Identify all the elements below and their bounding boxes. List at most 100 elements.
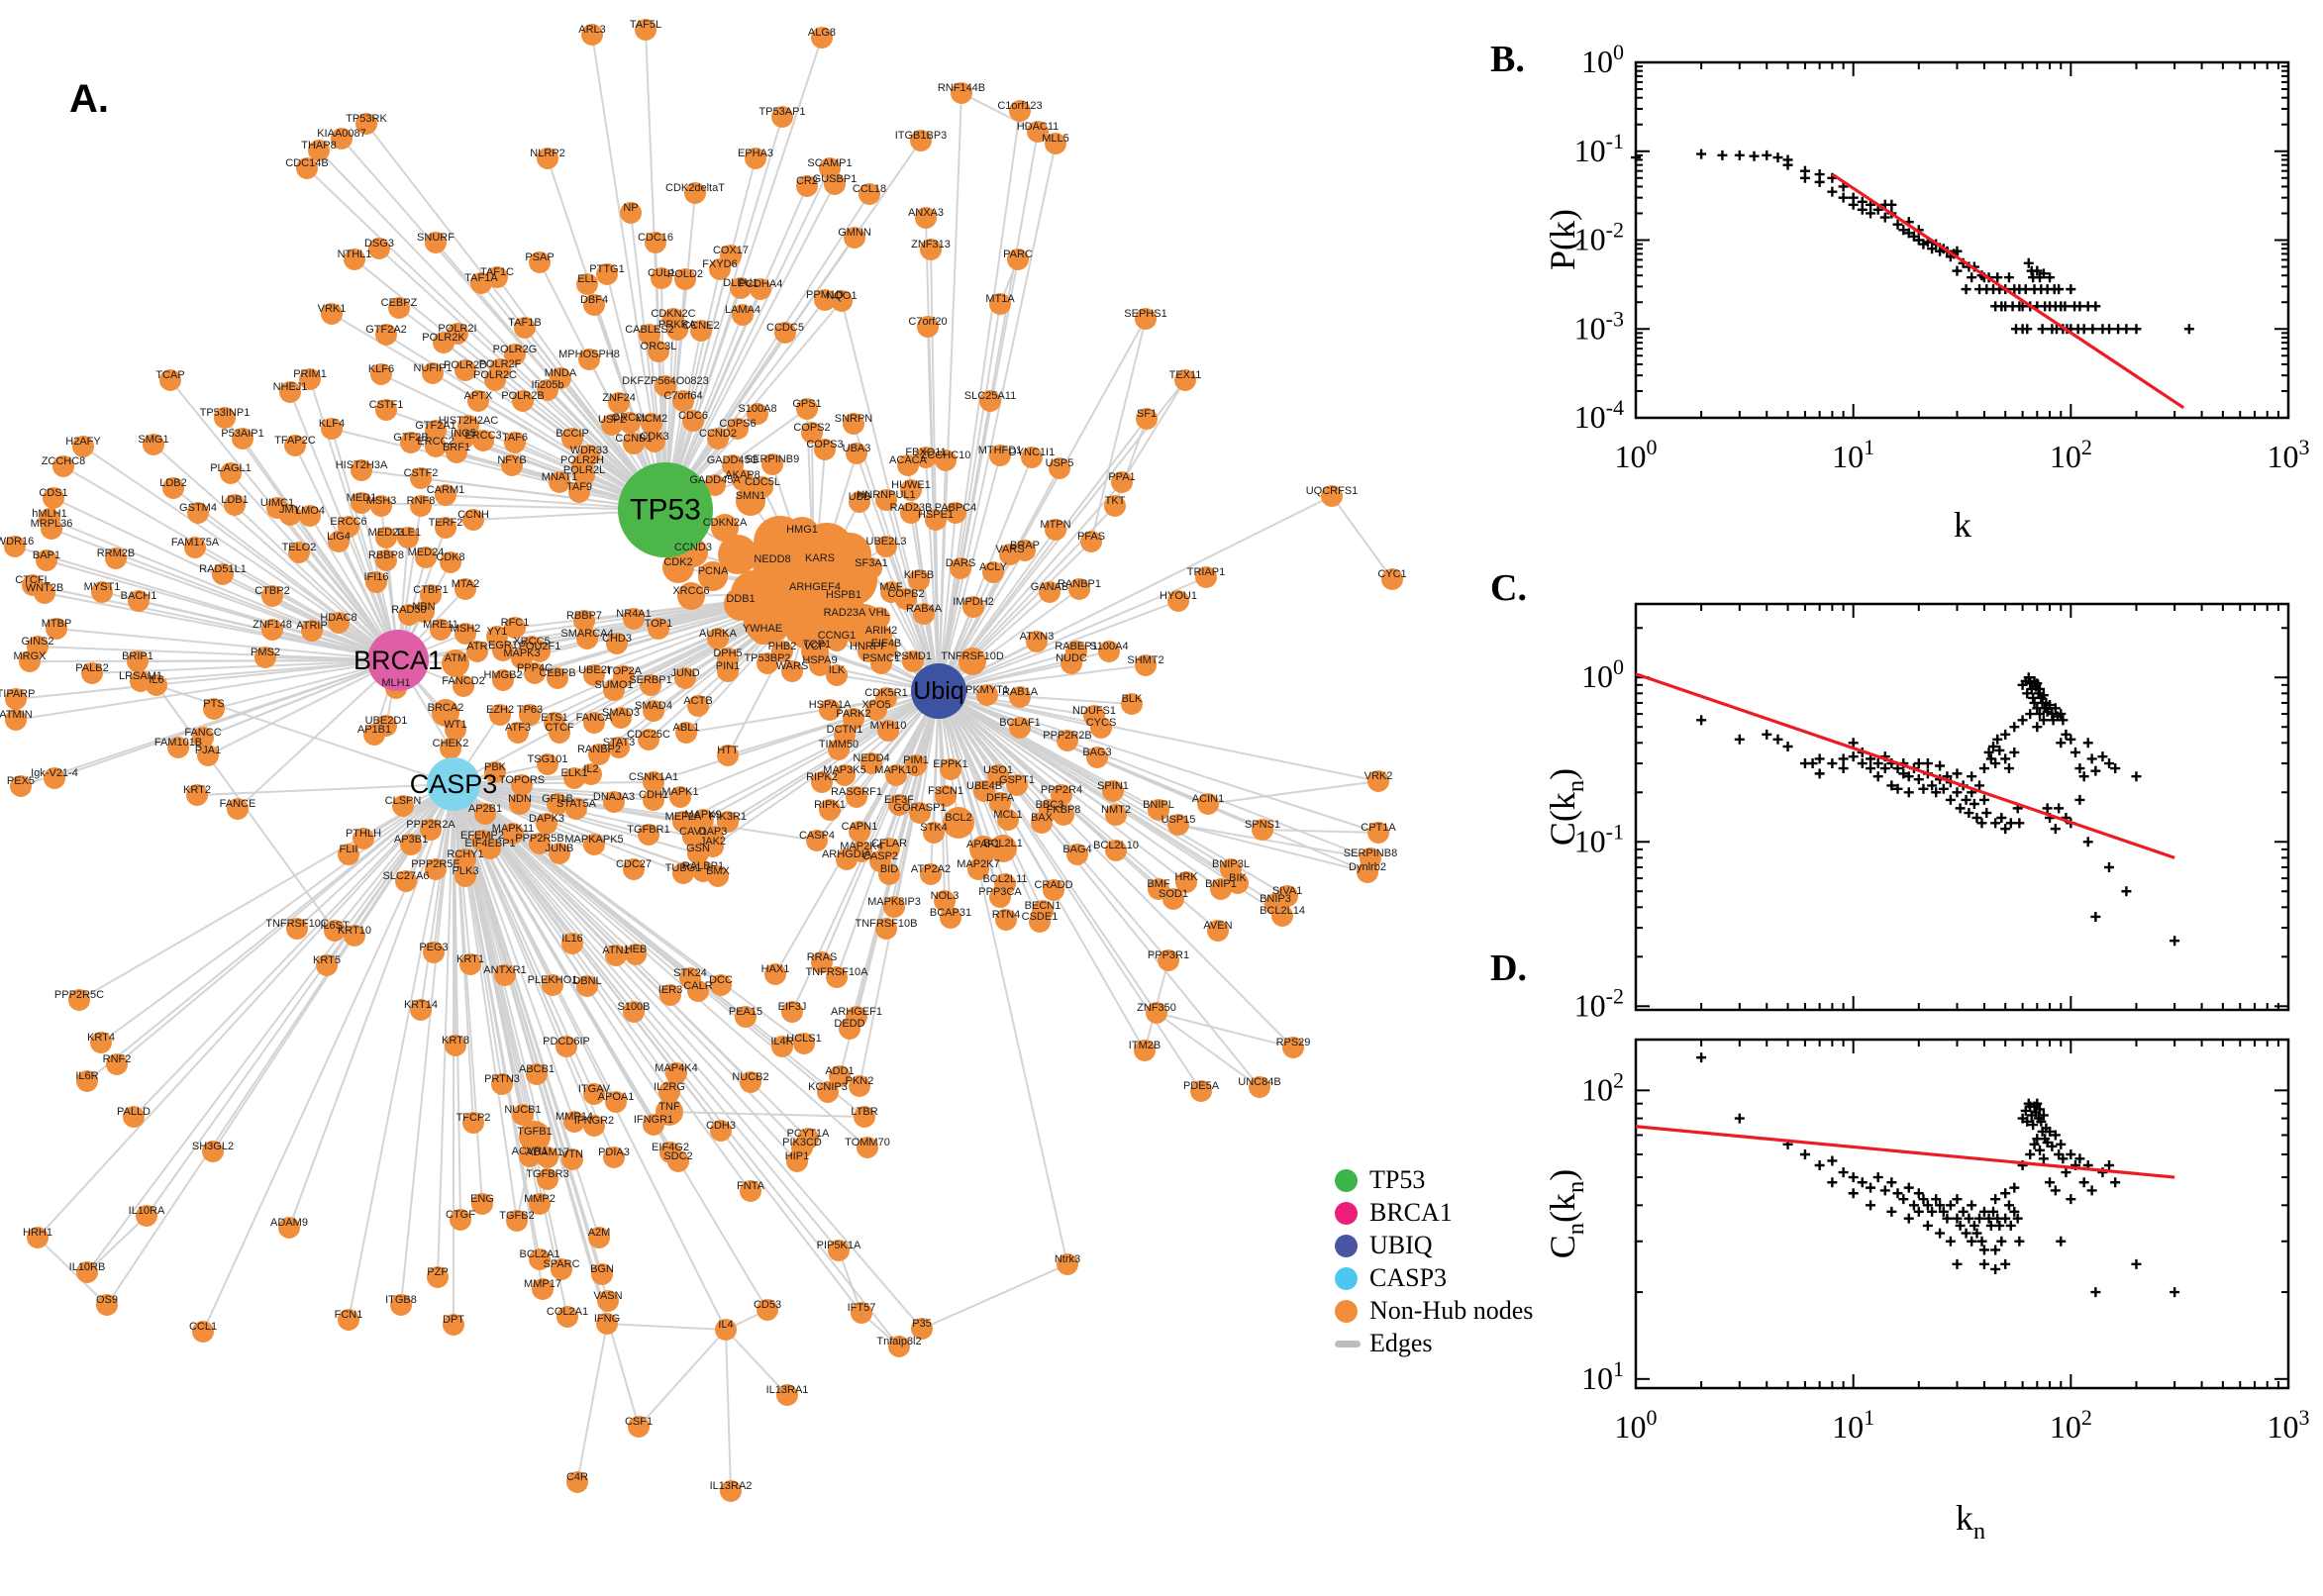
- svg-text:CEBPB: CEBPB: [539, 667, 575, 679]
- svg-text:Ubiq: Ubiq: [913, 677, 963, 705]
- svg-text:RANBP2: RANBP2: [577, 744, 621, 755]
- svg-text:CYC1: CYC1: [1377, 568, 1406, 580]
- svg-text:CTCF: CTCF: [545, 722, 574, 734]
- svg-text:SNURF: SNURF: [417, 232, 454, 244]
- svg-text:BGN: BGN: [590, 1263, 614, 1275]
- svg-text:EFEMP2: EFEMP2: [460, 830, 504, 842]
- svg-text:BLK: BLK: [1122, 693, 1143, 705]
- svg-text:DPT: DPT: [443, 1314, 464, 1326]
- svg-text:PSMD1: PSMD1: [894, 650, 932, 662]
- svg-text:CCNH: CCNH: [457, 509, 489, 521]
- svg-text:AP1B1: AP1B1: [357, 724, 391, 736]
- svg-text:ACVR1: ACVR1: [512, 1146, 549, 1157]
- svg-text:VCP: VCP: [804, 641, 827, 652]
- svg-text:ACIN1: ACIN1: [1192, 793, 1224, 805]
- svg-text:BNIP1: BNIP1: [1205, 878, 1237, 890]
- svg-text:KRT1: KRT1: [456, 953, 484, 965]
- svg-text:ZNF350: ZNF350: [1137, 1002, 1176, 1014]
- svg-text:FANCE: FANCE: [220, 798, 256, 810]
- svg-text:IL2RG: IL2RG: [654, 1081, 685, 1093]
- legend-item-brca1: BRCA1: [1335, 1198, 1533, 1227]
- svg-text:RPS29: RPS29: [1276, 1037, 1311, 1048]
- svg-text:CSDE1: CSDE1: [1022, 911, 1059, 923]
- svg-text:DARS: DARS: [946, 557, 976, 569]
- svg-text:TLE1: TLE1: [395, 527, 421, 539]
- svg-text:IL4R: IL4R: [770, 1036, 793, 1047]
- svg-text:BCCIP: BCCIP: [556, 428, 589, 440]
- svg-text:BMF: BMF: [1147, 878, 1170, 890]
- svg-text:EPHA3: EPHA3: [738, 148, 773, 159]
- svg-text:MSH2: MSH2: [451, 623, 481, 635]
- svg-text:COX17: COX17: [713, 245, 749, 256]
- svg-text:LDB1: LDB1: [221, 494, 249, 506]
- svg-text:POLR2G: POLR2G: [493, 344, 538, 355]
- svg-text:TOP2A: TOP2A: [606, 665, 643, 677]
- svg-text:ATR: ATR: [466, 641, 487, 652]
- svg-text:MYST1: MYST1: [84, 581, 121, 593]
- svg-text:TOPORS: TOPORS: [499, 774, 545, 786]
- svg-text:TAF1C: TAF1C: [480, 266, 514, 278]
- svg-text:WNT2B: WNT2B: [26, 582, 64, 594]
- svg-text:PIN1: PIN1: [716, 660, 740, 672]
- svg-text:hMLH1: hMLH1: [32, 508, 66, 520]
- svg-text:MEF2A: MEF2A: [665, 811, 702, 823]
- svg-text:GORASP1: GORASP1: [893, 802, 946, 814]
- svg-text:RALBP1: RALBP1: [682, 860, 724, 872]
- svg-text:USF2: USF2: [598, 414, 626, 426]
- svg-text:IL2: IL2: [583, 763, 598, 775]
- svg-text:DBF4: DBF4: [580, 294, 608, 306]
- svg-text:GUSBP1: GUSBP1: [813, 173, 858, 185]
- svg-text:MRPL36: MRPL36: [31, 518, 73, 530]
- svg-text:HYOU1: HYOU1: [1160, 590, 1197, 602]
- svg-text:102: 102: [1581, 1067, 1624, 1107]
- legend-item-nonhub: Non-Hub nodes: [1335, 1296, 1533, 1325]
- svg-text:KCNIP3: KCNIP3: [808, 1081, 848, 1093]
- svg-text:NQO1: NQO1: [826, 290, 857, 302]
- svg-text:RIPK1: RIPK1: [814, 799, 846, 811]
- svg-text:DCC: DCC: [709, 974, 733, 986]
- svg-text:STAT5A: STAT5A: [556, 798, 597, 810]
- svg-text:P(k): P(k): [1545, 209, 1582, 270]
- svg-text:C1orf123: C1orf123: [997, 100, 1042, 112]
- panel-d-label: D.: [1490, 948, 1527, 989]
- svg-text:HSPE1: HSPE1: [918, 509, 954, 521]
- svg-text:VRK2: VRK2: [1364, 770, 1393, 782]
- svg-text:IL6ST: IL6ST: [320, 920, 350, 932]
- svg-text:ANTXR1: ANTXR1: [483, 964, 526, 976]
- svg-text:MAP2K7: MAP2K7: [957, 858, 999, 870]
- svg-text:DEDD: DEDD: [834, 1018, 864, 1030]
- svg-text:TAF5L: TAF5L: [630, 19, 661, 31]
- svg-text:CCND3: CCND3: [674, 542, 712, 553]
- svg-text:RIPK2: RIPK2: [806, 771, 838, 783]
- svg-text:NUFIP1: NUFIP1: [413, 362, 452, 374]
- svg-text:HCLS1: HCLS1: [786, 1033, 821, 1045]
- svg-text:LAMA4: LAMA4: [725, 304, 760, 316]
- svg-text:MAP4K4: MAP4K4: [655, 1062, 697, 1074]
- svg-text:10-1: 10-1: [1574, 129, 1624, 168]
- svg-text:MRGX: MRGX: [14, 650, 48, 662]
- svg-text:TIMM50: TIMM50: [819, 739, 858, 750]
- svg-text:PALLD: PALLD: [117, 1106, 151, 1118]
- svg-text:ADAM17: ADAM17: [526, 1147, 569, 1158]
- svg-text:MTBP: MTBP: [42, 618, 72, 630]
- degree-distribution-chart: 100 101 102 103 100 10-1 10-2 10-3 10-4 k P(k): [1545, 40, 2310, 545]
- svg-text:USO1: USO1: [983, 764, 1013, 776]
- svg-text:POLR2L: POLR2L: [563, 464, 605, 476]
- svg-text:A2M: A2M: [588, 1227, 611, 1239]
- svg-text:PABPC4: PABPC4: [935, 502, 977, 514]
- svg-text:HNRNPUL1: HNRNPUL1: [857, 489, 915, 501]
- svg-text:CDC27: CDC27: [616, 858, 652, 870]
- svg-text:LDB2: LDB2: [159, 477, 187, 489]
- svg-text:KRT5: KRT5: [313, 954, 341, 966]
- svg-text:TP53INP1: TP53INP1: [200, 407, 251, 419]
- svg-text:HAX1: HAX1: [761, 963, 790, 975]
- svg-text:MMP14: MMP14: [556, 1111, 593, 1123]
- svg-text:OS9: OS9: [96, 1294, 118, 1306]
- svg-text:FKBP8: FKBP8: [1047, 804, 1081, 816]
- svg-text:HEB: HEB: [625, 944, 648, 955]
- svg-text:BCL2: BCL2: [945, 812, 972, 824]
- svg-text:FLII: FLII: [340, 844, 358, 855]
- svg-text:FAM101B: FAM101B: [154, 737, 202, 748]
- svg-text:SPNS1: SPNS1: [1245, 819, 1280, 831]
- svg-text:THAP8: THAP8: [301, 140, 336, 151]
